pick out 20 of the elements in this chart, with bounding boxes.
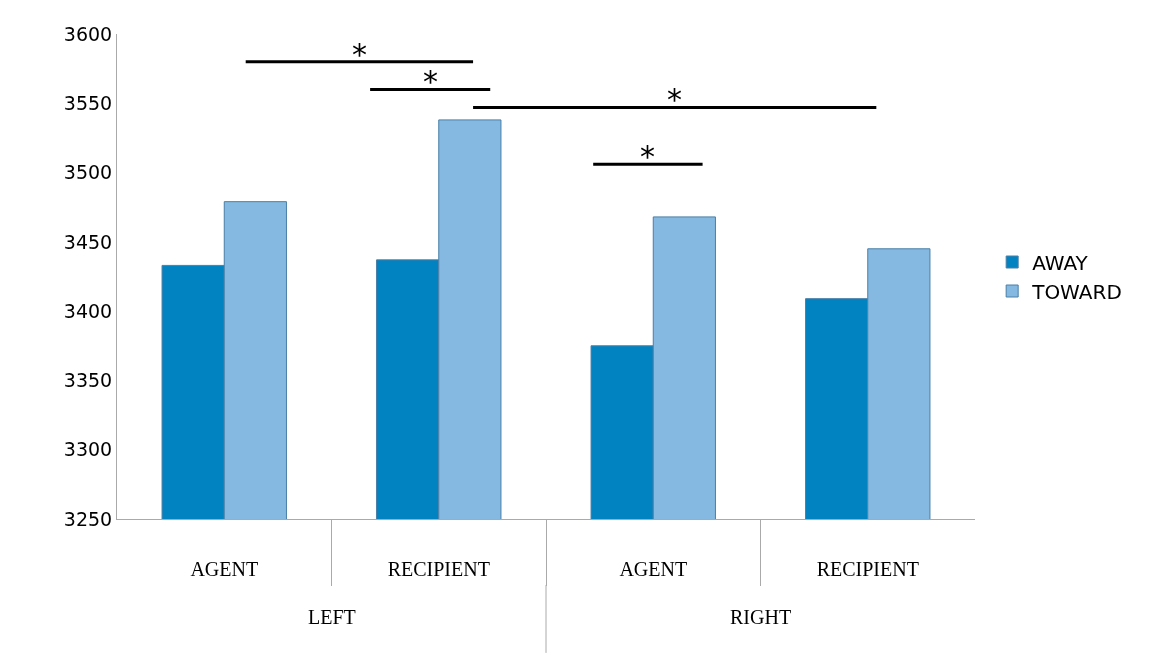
text: RIGHT bbox=[730, 606, 792, 628]
x-tick-label: AGENT bbox=[190, 558, 259, 580]
y-tick-label: 3450 bbox=[63, 230, 113, 253]
legend-label: AWAY bbox=[1032, 250, 1089, 275]
text: LEFT bbox=[308, 606, 356, 628]
annotation: * bbox=[667, 82, 682, 117]
legend-label: TOWARD bbox=[1031, 279, 1122, 304]
annotation: * bbox=[640, 139, 655, 174]
x-tick-label: RECIPIENT bbox=[816, 558, 919, 580]
y-tick-label: 3300 bbox=[63, 438, 113, 461]
annotation: * bbox=[423, 64, 438, 99]
y-tick-label: 3350 bbox=[63, 369, 113, 392]
annotation: * bbox=[352, 37, 367, 72]
x-tick-label: AGENT bbox=[619, 558, 688, 580]
y-tick-label: 3550 bbox=[63, 91, 113, 114]
y-tick-label: 3250 bbox=[63, 507, 113, 530]
y-tick-label: 3400 bbox=[63, 299, 113, 322]
x-tick-label: RECIPIENT bbox=[387, 558, 490, 580]
y-tick-label: 3600 bbox=[63, 22, 113, 45]
y-tick-label: 3500 bbox=[63, 161, 113, 184]
